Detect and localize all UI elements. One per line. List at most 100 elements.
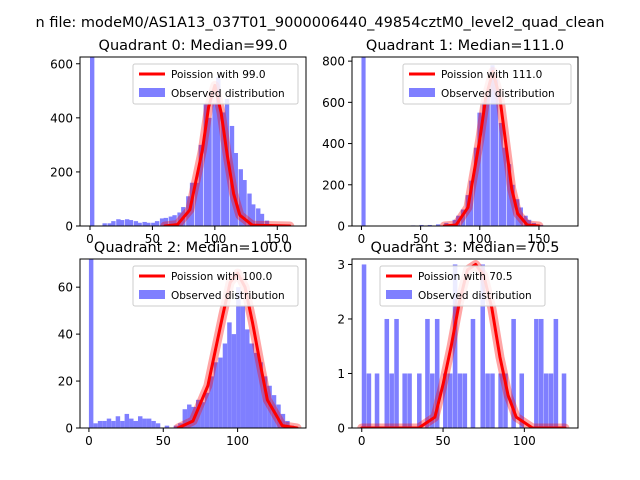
subplot-grid: Quadrant 0: Median=99.00 50 100 15002004006… <box>50 38 579 448</box>
histogram-bar <box>238 169 243 226</box>
x-tick-label: 50 <box>435 434 450 448</box>
histogram-bar <box>285 420 290 428</box>
histogram-bar <box>280 413 286 428</box>
histogram-bar <box>151 420 156 428</box>
histogram-bar <box>407 373 412 428</box>
histogram-bar <box>267 385 272 428</box>
histogram-bar <box>548 373 554 428</box>
histogram-bar <box>534 318 539 428</box>
x-tick-label: 100 <box>203 232 226 246</box>
histogram-bar <box>527 219 532 226</box>
legend-bar-swatch <box>139 88 165 97</box>
x-tick-label: 0 <box>86 232 94 246</box>
histogram-bar <box>249 343 254 428</box>
histogram-bar <box>264 220 270 226</box>
histogram-bar <box>236 287 241 428</box>
x-tick-label: 150 <box>266 232 289 246</box>
histogram-bar <box>218 357 223 428</box>
histogram-bar <box>133 221 139 226</box>
legend-bar-swatch <box>409 88 435 97</box>
y-tick-label: 0 <box>337 422 345 436</box>
legend-label-observed: Observed distribution <box>171 290 285 302</box>
histogram-bar <box>553 318 559 428</box>
x-tick-label: 0 <box>358 232 366 246</box>
plot-area <box>357 259 570 428</box>
histogram-bar <box>102 420 107 428</box>
histogram-bar <box>207 117 212 226</box>
y-tick-label: 600 <box>322 96 345 110</box>
histogram-bar <box>221 112 226 226</box>
histogram-bar <box>436 224 441 226</box>
histogram-bar <box>172 215 177 226</box>
histogram-bar <box>493 79 499 226</box>
histogram-bar <box>490 65 495 226</box>
histogram-bar <box>146 418 152 428</box>
histogram-bar <box>203 104 208 226</box>
histogram-bar <box>561 373 567 428</box>
y-tick-label: 3 <box>337 258 345 272</box>
histogram-bar <box>119 220 125 226</box>
axes-frame <box>79 56 307 227</box>
histogram-bar <box>227 322 232 428</box>
histogram-bar <box>173 425 179 428</box>
histogram-bar <box>111 221 116 226</box>
histogram-bar <box>389 373 394 428</box>
histogram-bar <box>137 416 143 428</box>
histogram-bar <box>102 223 107 226</box>
histogram-bar <box>120 420 125 428</box>
x-tick-label: 100 <box>513 434 536 448</box>
legend-label-observed: Observed distribution <box>418 290 532 302</box>
legend-label-observed: Observed distribution <box>171 88 285 100</box>
histogram-bar <box>519 373 525 428</box>
x-tick-label: 50 <box>156 434 171 448</box>
histogram-bar <box>213 362 219 428</box>
histogram-bar <box>182 409 188 428</box>
histogram-bar <box>482 102 487 226</box>
histogram-bar <box>187 404 192 428</box>
histogram-bar <box>216 77 221 226</box>
histogram-bar <box>253 352 259 428</box>
histogram-bar <box>511 318 516 428</box>
y-tick-label: 0 <box>65 220 73 234</box>
histogram-bar <box>361 57 366 226</box>
legend-bar-swatch <box>139 290 165 299</box>
figure-suptitle: n file: modeM0/AS1A13_037T01_9000006440_… <box>36 15 605 31</box>
histogram-bar <box>93 423 98 428</box>
histogram-bar <box>124 219 130 226</box>
subplot-title: Quadrant 0: Median=99.0 <box>99 38 288 54</box>
histogram-bar <box>106 418 112 428</box>
histogram-bar <box>457 373 463 428</box>
histogram-bar <box>490 373 495 428</box>
histogram-bar <box>543 373 549 428</box>
y-tick-label: 60 <box>58 281 73 295</box>
histogram-bar <box>116 219 121 226</box>
histogram-bar <box>195 399 201 428</box>
histogram-bar <box>443 373 448 428</box>
histogram-bar <box>480 264 485 428</box>
y-tick-label: 400 <box>322 137 345 151</box>
histogram-bar <box>212 104 217 226</box>
histogram-bar <box>402 373 407 428</box>
histogram-bar <box>394 318 399 428</box>
subplot-quadrant-2: Quadrant 2: Median=100.0 0 50 100 0 20 40 60 Poi… <box>58 240 307 448</box>
histogram-bar <box>460 209 465 226</box>
y-tick-label: 200 <box>50 165 73 179</box>
subplot-title: Quadrant 2: Median=100.0 <box>94 240 292 256</box>
y-tick-label: 1 <box>337 367 345 381</box>
histogram-bar <box>538 224 544 226</box>
histogram-bar <box>164 425 170 428</box>
legend-label-poisson: Poission with 111.0 <box>441 69 542 81</box>
histogram-bar <box>231 334 237 428</box>
subplot-title: Quadrant 1: Median=111.0 <box>366 38 564 54</box>
y-tick-label: 200 <box>322 178 345 192</box>
histogram-bar <box>204 392 210 428</box>
histogram-bar <box>259 213 265 226</box>
histogram-bar <box>209 376 214 428</box>
histogram-bar <box>88 259 94 428</box>
histogram-bar <box>245 329 250 428</box>
histogram-bar <box>425 318 430 428</box>
histogram-bar <box>129 418 134 428</box>
histogram-bar <box>159 218 165 226</box>
histogram-bar <box>427 224 432 226</box>
legend-frame <box>402 63 572 105</box>
